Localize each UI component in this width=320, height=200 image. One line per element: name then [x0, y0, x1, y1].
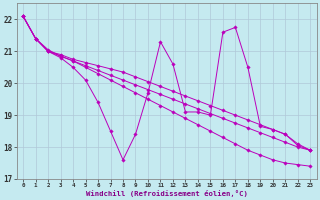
X-axis label: Windchill (Refroidissement éolien,°C): Windchill (Refroidissement éolien,°C) [86, 190, 248, 197]
